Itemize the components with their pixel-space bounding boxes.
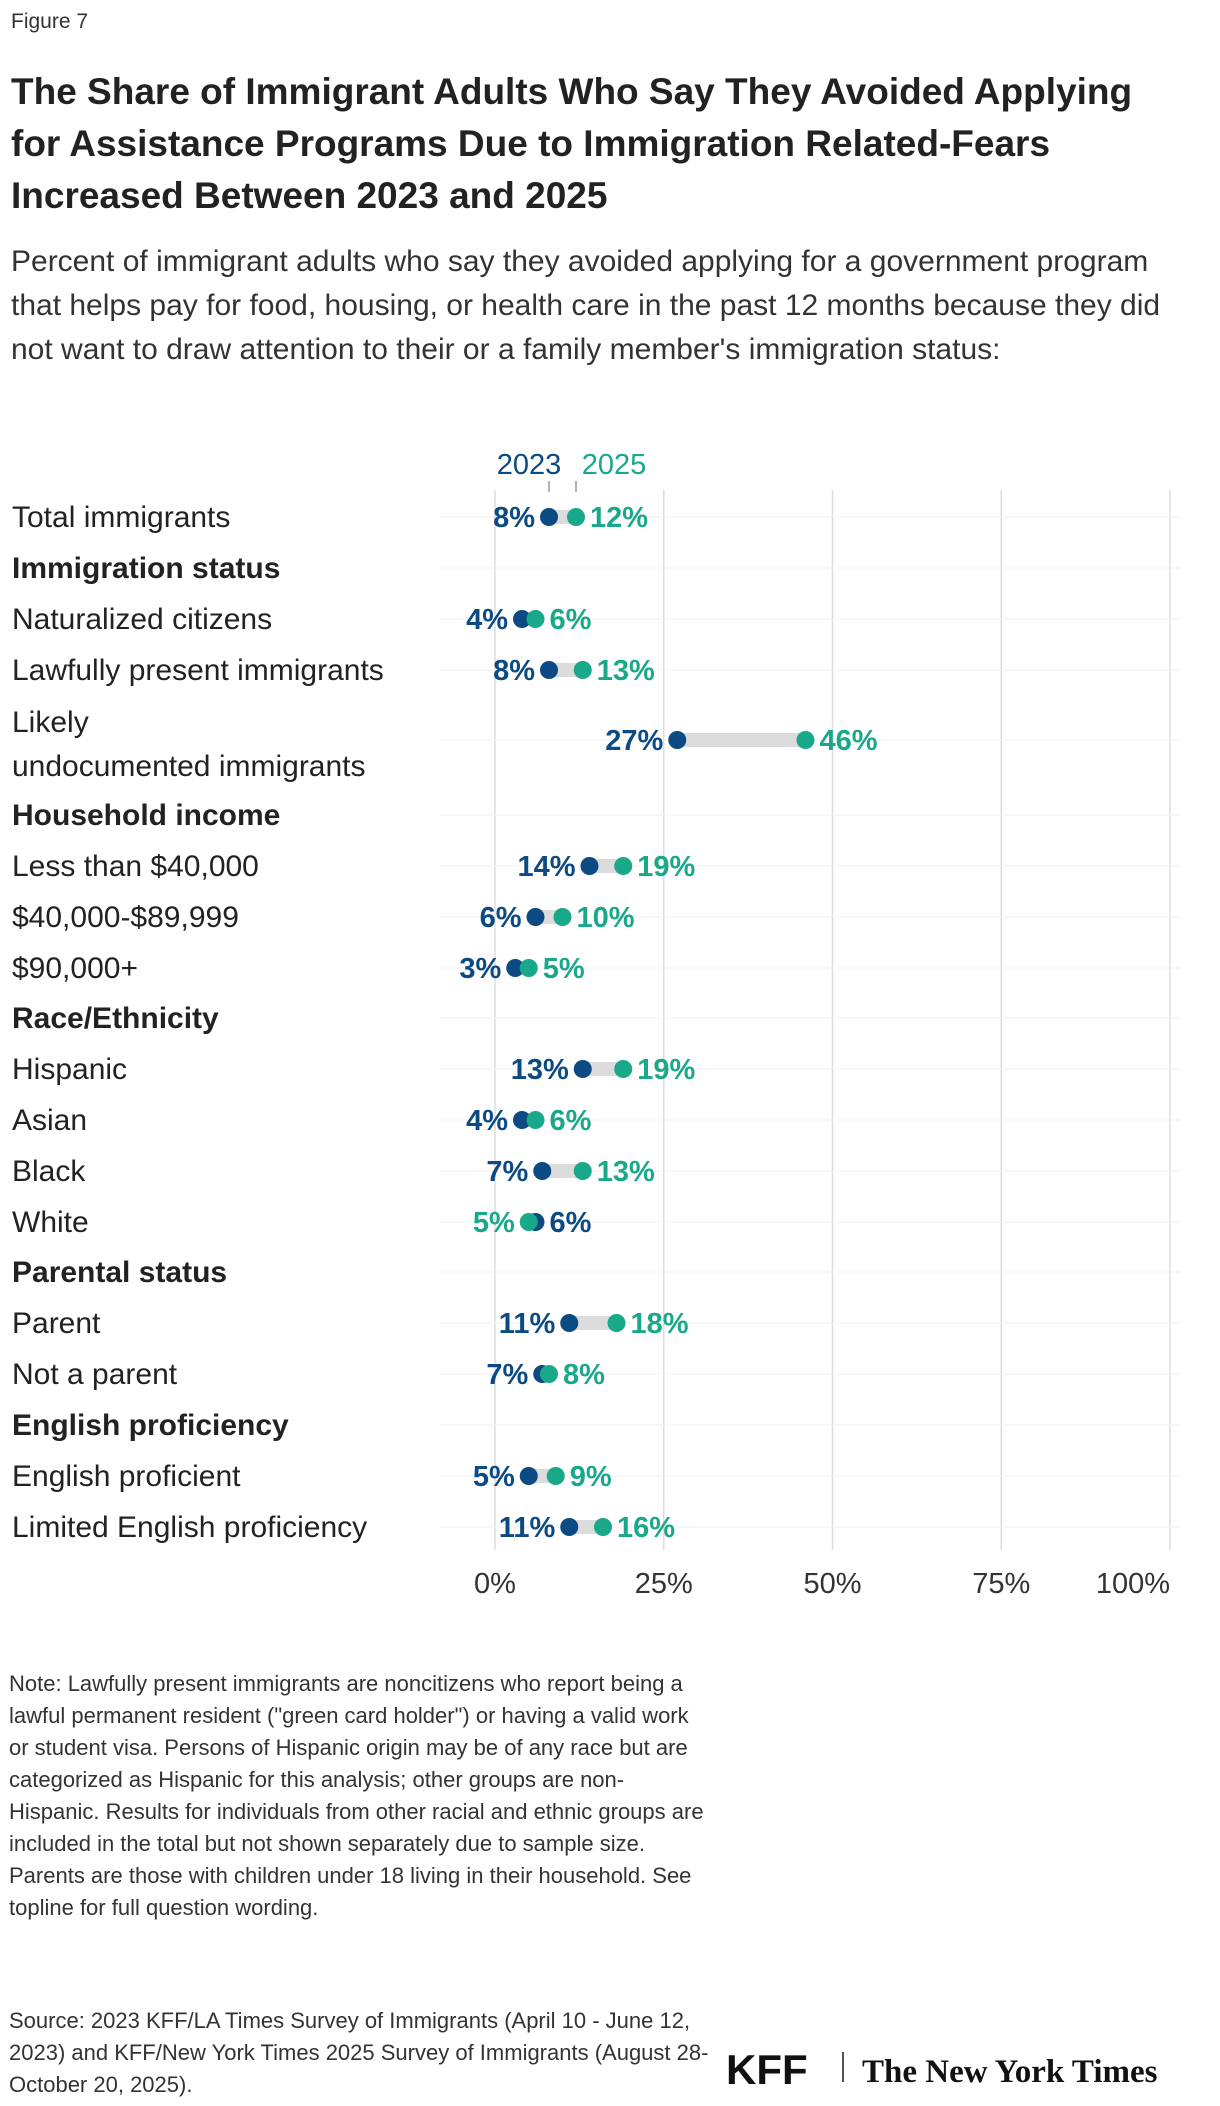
row-7-dot-2025 (553, 908, 572, 926)
row-4-value-left: 27% (605, 725, 663, 757)
chart-note: Note: Lawfully present immigrants are no… (9, 1671, 704, 1920)
row-7-value-left: 6% (480, 902, 522, 934)
row-15-dot-2025 (607, 1314, 626, 1332)
row-19-value-right: 16% (617, 1512, 675, 1544)
row-0-label: Total immigrants (12, 501, 230, 534)
row-6-dot-2023 (580, 857, 599, 875)
row-16-value-right: 8% (563, 1359, 605, 1391)
row-15-value-right: 18% (631, 1308, 689, 1340)
row-13-value-right: 6% (550, 1207, 592, 1239)
row-4-label-line2: undocumented immigrants (12, 750, 366, 783)
row-10-value-right: 19% (637, 1054, 695, 1086)
row-7-dot-2023 (526, 908, 545, 926)
chart-source: Source: 2023 KFF/LA Times Survey of Immi… (9, 2008, 709, 2097)
row-17-group-header: English proficiency (12, 1409, 289, 1442)
row-8-dot-2025 (519, 959, 538, 977)
legend-2023: 2023 (497, 449, 562, 481)
nyt-logo: The New York Times (862, 2054, 1158, 2090)
row-8-dot-2023 (506, 959, 525, 977)
row-19-dot-2025 (594, 1518, 612, 1536)
x-tick-1: 25% (635, 1568, 693, 1600)
row-13-dot-2025 (519, 1213, 538, 1231)
chart-title: The Share of Immigrant Adults Who Say Th… (11, 71, 1133, 216)
row-8-value-right: 5% (543, 953, 585, 985)
row-6-value-left: 14% (517, 851, 575, 883)
legend-2025: 2025 (582, 449, 647, 481)
row-7-value-right: 10% (577, 902, 635, 934)
row-11-dot-2023 (513, 1111, 531, 1129)
row-3-value-left: 8% (493, 655, 535, 687)
row-12-dot-2025 (573, 1162, 592, 1180)
row-4-label-line1: Likely (12, 706, 89, 739)
row-11-label: Asian (12, 1104, 87, 1137)
row-3-dot-2023 (540, 661, 558, 679)
row-2-value-right: 6% (550, 604, 592, 636)
row-4-value-right: 46% (820, 725, 878, 757)
row-16-label: Not a parent (12, 1358, 178, 1391)
row-11-value-right: 6% (550, 1105, 592, 1137)
row-19-label: Limited English proficiency (12, 1511, 367, 1544)
row-18-label: English proficient (12, 1460, 241, 1493)
row-9-group-header: Race/Ethnicity (12, 1002, 219, 1035)
row-10-label: Hispanic (12, 1053, 127, 1086)
row-8-label: $90,000+ (12, 952, 138, 985)
row-0-value-right: 12% (590, 502, 648, 534)
row-2-dot-2025 (526, 610, 545, 628)
row-10-dot-2023 (573, 1060, 592, 1078)
row-15-value-left: 11% (499, 1308, 556, 1340)
row-2-dot-2023 (513, 610, 531, 628)
row-12-dot-2023 (533, 1162, 552, 1180)
row-11-dot-2025 (526, 1111, 545, 1129)
row-13-value-left: 5% (473, 1207, 515, 1239)
kff-logo: KFF (726, 2046, 808, 2093)
x-tick-0: 0% (474, 1568, 516, 1600)
row-19-value-left: 11% (499, 1512, 556, 1544)
row-19-dot-2023 (560, 1518, 579, 1536)
row-3-label: Lawfully present immigrants (12, 654, 384, 687)
row-2-label: Naturalized citizens (12, 603, 272, 636)
row-0-dot-2025 (567, 508, 585, 526)
row-10-value-left: 13% (511, 1054, 569, 1086)
row-4-dot-2023 (668, 731, 687, 749)
row-0-value-left: 8% (493, 502, 535, 534)
row-18-value-left: 5% (473, 1461, 515, 1493)
row-16-value-left: 7% (486, 1359, 528, 1391)
row-3-dot-2025 (573, 661, 592, 679)
row-6-value-right: 19% (637, 851, 695, 883)
row-1-group-header: Immigration status (12, 552, 280, 585)
x-tick-3: 75% (972, 1568, 1030, 1600)
row-2-value-left: 4% (466, 604, 508, 636)
row-12-value-right: 13% (597, 1156, 655, 1188)
row-6-dot-2025 (614, 857, 633, 875)
row-4-dot-2025 (796, 731, 815, 749)
row-0-dot-2023 (540, 508, 558, 526)
row-14-group-header: Parental status (12, 1256, 227, 1289)
row-12-value-left: 7% (486, 1156, 528, 1188)
row-3-value-right: 13% (597, 655, 655, 687)
row-18-value-right: 9% (570, 1461, 612, 1493)
row-15-label: Parent (12, 1307, 101, 1340)
row-16-dot-2025 (540, 1365, 558, 1383)
x-tick-4: 100% (1096, 1568, 1170, 1600)
row-18-dot-2023 (519, 1467, 538, 1485)
row-15-dot-2023 (560, 1314, 579, 1332)
chart-subtitle: Percent of immigrant adults who say they… (11, 245, 1161, 366)
row-5-group-header: Household income (12, 799, 280, 832)
row-13-label: White (12, 1206, 89, 1239)
row-8-value-left: 3% (459, 953, 501, 985)
publisher-logos: KFF The New York Times (726, 2046, 1158, 2093)
row-7-label: $40,000-$89,999 (12, 901, 239, 934)
x-tick-2: 50% (803, 1568, 861, 1600)
row-10-dot-2025 (614, 1060, 633, 1078)
figure-label: Figure 7 (11, 10, 89, 33)
row-6-label: Less than $40,000 (12, 850, 259, 883)
dot-plot-chart: 2023 2025 Total immigrants 8% 12% Immigration… (12, 449, 1180, 1600)
row-18-dot-2025 (546, 1467, 565, 1485)
row-11-value-left: 4% (466, 1105, 508, 1137)
row-12-label: Black (12, 1155, 86, 1188)
